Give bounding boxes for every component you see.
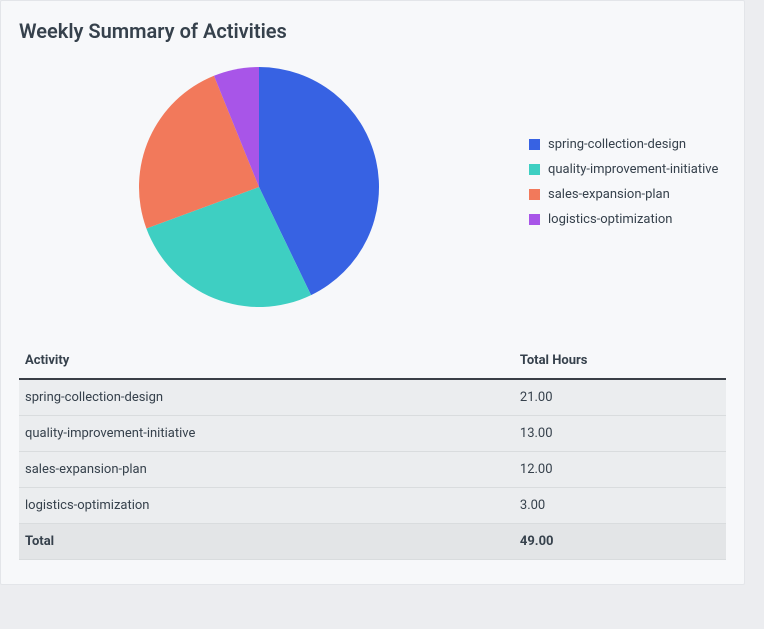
legend-item: quality-improvement-initiative: [529, 162, 718, 177]
table-total-row: Total49.00: [19, 524, 726, 560]
col-activity-header: Activity: [19, 343, 514, 379]
cell-hours: 12.00: [514, 452, 726, 488]
cell-total-label: Total: [19, 524, 514, 560]
legend-label: spring-collection-design: [548, 137, 686, 152]
legend-item: sales-expansion-plan: [529, 187, 718, 202]
cell-hours: 13.00: [514, 416, 726, 452]
summary-card: Weekly Summary of Activities spring-coll…: [0, 0, 745, 585]
legend-item: spring-collection-design: [529, 137, 718, 152]
table-row: logistics-optimization3.00: [19, 488, 726, 524]
table-row: spring-collection-design21.00: [19, 379, 726, 416]
table-row: quality-improvement-initiative13.00: [19, 416, 726, 452]
cell-hours: 21.00: [514, 379, 726, 416]
cell-activity: quality-improvement-initiative: [19, 416, 514, 452]
legend-swatch: [529, 139, 540, 150]
legend-label: quality-improvement-initiative: [548, 162, 718, 177]
legend-label: sales-expansion-plan: [548, 187, 670, 202]
legend-swatch: [529, 164, 540, 175]
legend-swatch: [529, 189, 540, 200]
legend: spring-collection-design quality-improvem…: [529, 137, 718, 237]
activity-table: Activity Total Hours spring-collection-d…: [19, 343, 726, 560]
cell-activity: sales-expansion-plan: [19, 452, 514, 488]
legend-label: logistics-optimization: [548, 212, 672, 227]
cell-total-hours: 49.00: [514, 524, 726, 560]
cell-hours: 3.00: [514, 488, 726, 524]
table-header-row: Activity Total Hours: [19, 343, 726, 379]
legend-swatch: [529, 214, 540, 225]
col-hours-header: Total Hours: [514, 343, 726, 379]
pie-svg: [139, 67, 379, 307]
pie-chart: [139, 67, 379, 307]
cell-activity: spring-collection-design: [19, 379, 514, 416]
chart-row: spring-collection-design quality-improvem…: [19, 67, 726, 307]
legend-item: logistics-optimization: [529, 212, 718, 227]
page-title: Weekly Summary of Activities: [19, 19, 726, 43]
cell-activity: logistics-optimization: [19, 488, 514, 524]
table-row: sales-expansion-plan12.00: [19, 452, 726, 488]
